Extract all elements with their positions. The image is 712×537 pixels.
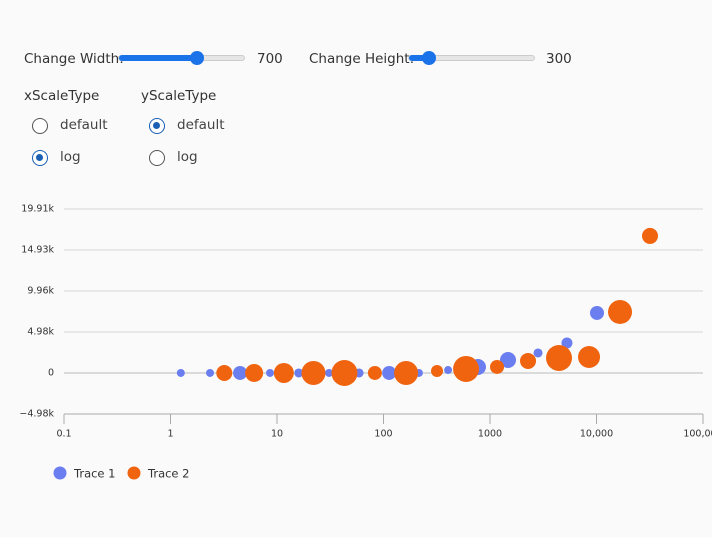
bubble: [590, 305, 605, 320]
bubble: [520, 352, 537, 369]
radio-label[interactable]: log: [60, 149, 81, 165]
bubble: [382, 365, 397, 380]
bubble: [325, 368, 334, 377]
radio-button[interactable]: [32, 150, 48, 166]
bubble: [444, 366, 453, 375]
width-slider[interactable]: [118, 51, 245, 65]
radio-button[interactable]: [32, 118, 48, 134]
radio-label[interactable]: default: [177, 117, 225, 133]
x-tick-label: 0.1: [56, 429, 71, 440]
bubble: [453, 355, 480, 382]
bubble: [500, 351, 517, 368]
bubble: [331, 359, 358, 386]
y-tick-label: 4.98k: [27, 326, 54, 337]
bubble: [176, 368, 185, 377]
radio-group-title: yScaleType: [141, 88, 217, 104]
slider-label: Change Height:: [309, 51, 415, 67]
slider-value: 700: [257, 51, 283, 67]
legend-label: Trace 2: [147, 467, 189, 481]
y-tick-label: 9.96k: [27, 285, 54, 296]
slider-value: 300: [546, 51, 572, 67]
radio-group-title: xScaleType: [24, 88, 100, 104]
bubble: [216, 364, 233, 381]
legend-marker: [127, 466, 141, 480]
bubble: [642, 227, 659, 244]
bubble: [533, 348, 543, 358]
bubble: [578, 346, 601, 369]
bubble: [266, 368, 275, 377]
bubble: [561, 337, 573, 349]
radio-button[interactable]: [149, 150, 165, 166]
radio-button[interactable]: [149, 118, 165, 134]
y-tick-label: −4.98k: [19, 409, 54, 420]
radio-label[interactable]: default: [60, 117, 108, 133]
x-tick-label: 100: [374, 429, 392, 440]
bubble: [245, 363, 264, 382]
radio-label[interactable]: log: [177, 149, 198, 165]
bubble: [294, 368, 304, 378]
slider-label: Change Width:: [24, 51, 124, 67]
legend-label: Trace 1: [73, 467, 115, 481]
x-tick-label: 1000: [478, 429, 502, 440]
bubble: [546, 344, 573, 371]
bubble: [608, 299, 633, 324]
y-tick-label: 0: [48, 367, 54, 378]
bubble: [367, 365, 382, 380]
bubble: [394, 360, 419, 385]
x-tick-label: 10,000: [580, 429, 613, 440]
bubble: [490, 359, 505, 374]
x-tick-label: 1: [167, 429, 173, 440]
x-tick-label: 10: [271, 429, 283, 440]
height-slider[interactable]: [408, 51, 535, 65]
bubble: [431, 365, 444, 378]
legend-marker: [53, 466, 67, 480]
bubble: [206, 368, 215, 377]
bubble: [301, 360, 326, 385]
bubble: [273, 362, 294, 383]
y-tick-label: 14.93k: [21, 245, 54, 256]
y-tick-label: 19.91k: [21, 204, 54, 215]
x-tick-label: 100,000: [683, 429, 712, 440]
bubble: [233, 365, 248, 380]
